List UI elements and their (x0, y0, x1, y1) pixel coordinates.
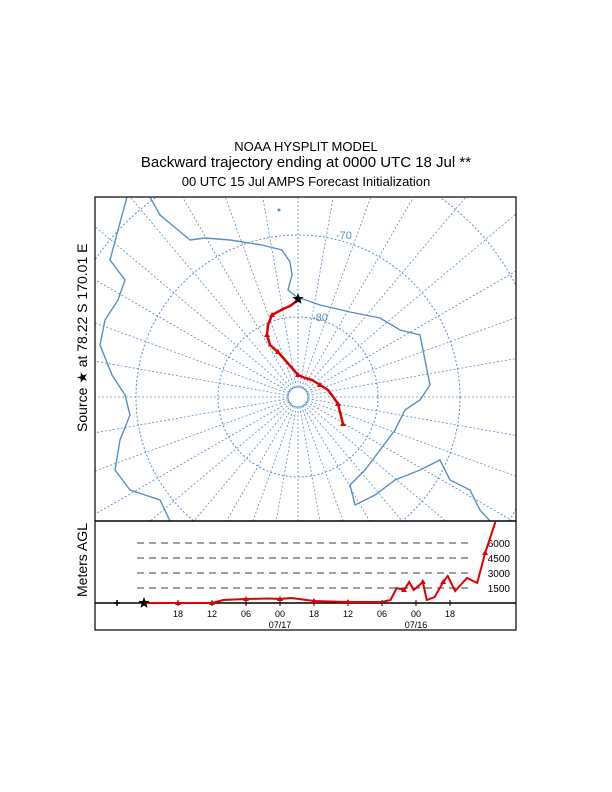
height-marker (277, 596, 283, 601)
meridian-line (129, 197, 292, 390)
meridian-line (299, 406, 321, 521)
height-marker (419, 579, 426, 584)
height-line (144, 521, 497, 604)
height-marker (345, 599, 351, 604)
meridian-line (224, 197, 295, 388)
latitude-label: -70 (336, 230, 352, 242)
height-marker (440, 579, 447, 584)
meridian-line (95, 400, 289, 472)
model-title: NOAA HYSPLIT MODEL (234, 139, 378, 154)
meridian-line (306, 401, 514, 521)
meridian-line (307, 400, 516, 477)
meridian-line (302, 405, 371, 521)
y-tick-label: 1500 (488, 584, 511, 595)
source-star-icon (292, 293, 304, 304)
plot-title: Backward trajectory ending at 0000 UTC 1… (140, 154, 472, 171)
height-marker (209, 600, 215, 605)
trajectory-marker (269, 312, 275, 317)
height-marker (401, 587, 408, 592)
height-marker (482, 550, 489, 555)
x-tick-label: 00 (275, 609, 285, 619)
meridian-line (182, 197, 294, 389)
meridian-line (304, 197, 467, 390)
trajectory-marker (264, 332, 270, 337)
x-tick-label: 12 (343, 609, 353, 619)
x-tick-label: 06 (377, 609, 387, 619)
latitude-circle (287, 386, 309, 408)
meridian-line (193, 404, 292, 521)
height-marker (243, 596, 249, 601)
trajectory-marker (295, 372, 301, 377)
meridian-line (301, 197, 372, 388)
x-tick-label: 12 (207, 609, 217, 619)
x-date-label: 07/17 (269, 620, 292, 630)
y-tick-label: 4500 (488, 554, 511, 565)
trajectory-marker (317, 382, 323, 387)
x-tick-label: 18 (445, 609, 455, 619)
meridian-line (305, 213, 516, 391)
plot-frame (94, 196, 517, 631)
latitude-circle (0, 67, 612, 727)
meridian-line (307, 358, 516, 396)
meridian-line (301, 406, 344, 521)
meridian-line (252, 406, 295, 521)
meridian-line (307, 317, 516, 394)
meridian-line (275, 406, 297, 521)
x-tick-label: 00 (411, 609, 421, 619)
island (277, 208, 281, 212)
meridian-line (306, 270, 516, 393)
meridian-line (95, 226, 291, 391)
plus-marker (114, 600, 120, 606)
plot-subtitle: 00 UTC 15 Jul AMPS Forecast Initializati… (181, 174, 431, 189)
meridian-line (305, 403, 447, 521)
meridian-line (307, 398, 516, 436)
x-tick-label: 18 (309, 609, 319, 619)
height-marker (311, 598, 317, 603)
height-marker (175, 600, 181, 605)
meridian-line (149, 403, 291, 521)
latitude-circle (135, 234, 461, 521)
meridian-line (304, 404, 403, 521)
meridian-line (302, 197, 414, 389)
x-tick-label: 18 (173, 609, 183, 619)
meridian-line (95, 279, 290, 393)
y-tick-label: 3000 (488, 569, 511, 580)
x-date-label: 07/16 (405, 620, 428, 630)
meridian-line (262, 197, 297, 388)
meridian-line (299, 197, 334, 388)
coastline (99, 197, 491, 521)
trajectory-marker (275, 349, 281, 354)
trajectory-marker (335, 401, 341, 406)
meridian-line (225, 405, 294, 521)
meridian-line (95, 401, 290, 515)
meridian-line (95, 360, 289, 396)
x-tick-label: 06 (241, 609, 251, 619)
meridian-line (95, 322, 289, 394)
y-tick-label: 6000 (488, 539, 511, 550)
latitude-label: -80 (312, 312, 328, 324)
meridian-line (95, 398, 289, 434)
source-star-icon (138, 597, 150, 608)
trajectory-marker (340, 421, 346, 426)
